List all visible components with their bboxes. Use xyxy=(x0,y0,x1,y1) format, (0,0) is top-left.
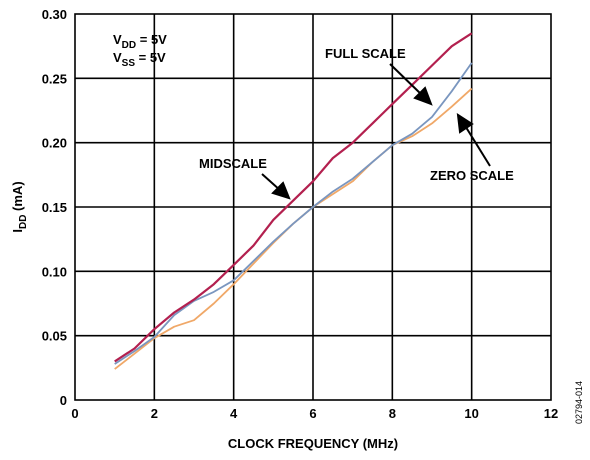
x-tick-label: 12 xyxy=(544,406,558,421)
series-layer xyxy=(114,32,473,370)
x-tick-label: 0 xyxy=(71,406,78,421)
y-tick-label: 0 xyxy=(60,393,67,408)
x-tick-label: 10 xyxy=(464,406,478,421)
y-axis-title: IDD (mA) xyxy=(10,181,29,232)
series-line-zero-scale xyxy=(114,87,473,370)
y-tick-label: 0.30 xyxy=(42,7,67,22)
arrow-zero-scale xyxy=(463,123,491,167)
annotation-midscale: MIDSCALE xyxy=(199,156,267,171)
plot-frame xyxy=(74,13,552,401)
x-tick-label: 2 xyxy=(151,406,158,421)
y-tick-label: 0.05 xyxy=(42,329,67,344)
condition-vss: VSS = 5V xyxy=(113,50,166,69)
arrow-full-scale xyxy=(389,63,424,97)
arrow-full-scale-head xyxy=(413,86,433,106)
condition-vdd: VDD = 5V xyxy=(113,32,167,51)
x-tick-label: 8 xyxy=(389,406,396,421)
arrow-midscale-head xyxy=(271,181,291,200)
series-line-full-scale xyxy=(114,62,473,365)
y-tick-label: 0.20 xyxy=(42,136,67,151)
y-tick-label: 0.10 xyxy=(42,264,67,279)
y-tick-label: 0.15 xyxy=(42,200,67,215)
arrow-zero-scale-head xyxy=(456,113,474,134)
annotation-full-scale: FULL SCALE xyxy=(325,46,406,61)
annotation-zero-scale: ZERO SCALE xyxy=(430,168,514,183)
y-tick-label: 0.25 xyxy=(42,71,67,86)
annotation-arrows xyxy=(261,63,491,200)
figure-id: 02794-014 xyxy=(574,381,584,424)
series-line-midscale xyxy=(114,32,473,363)
x-tick-label: 6 xyxy=(309,406,316,421)
x-axis-title: CLOCK FREQUENCY (MHz) xyxy=(228,436,398,451)
tick-labels: 0 2 4 6 8 10 12 0 0.05 0.10 0.15 0.20 0.25 0.30 xyxy=(42,7,559,421)
x-tick-label: 4 xyxy=(230,406,238,421)
